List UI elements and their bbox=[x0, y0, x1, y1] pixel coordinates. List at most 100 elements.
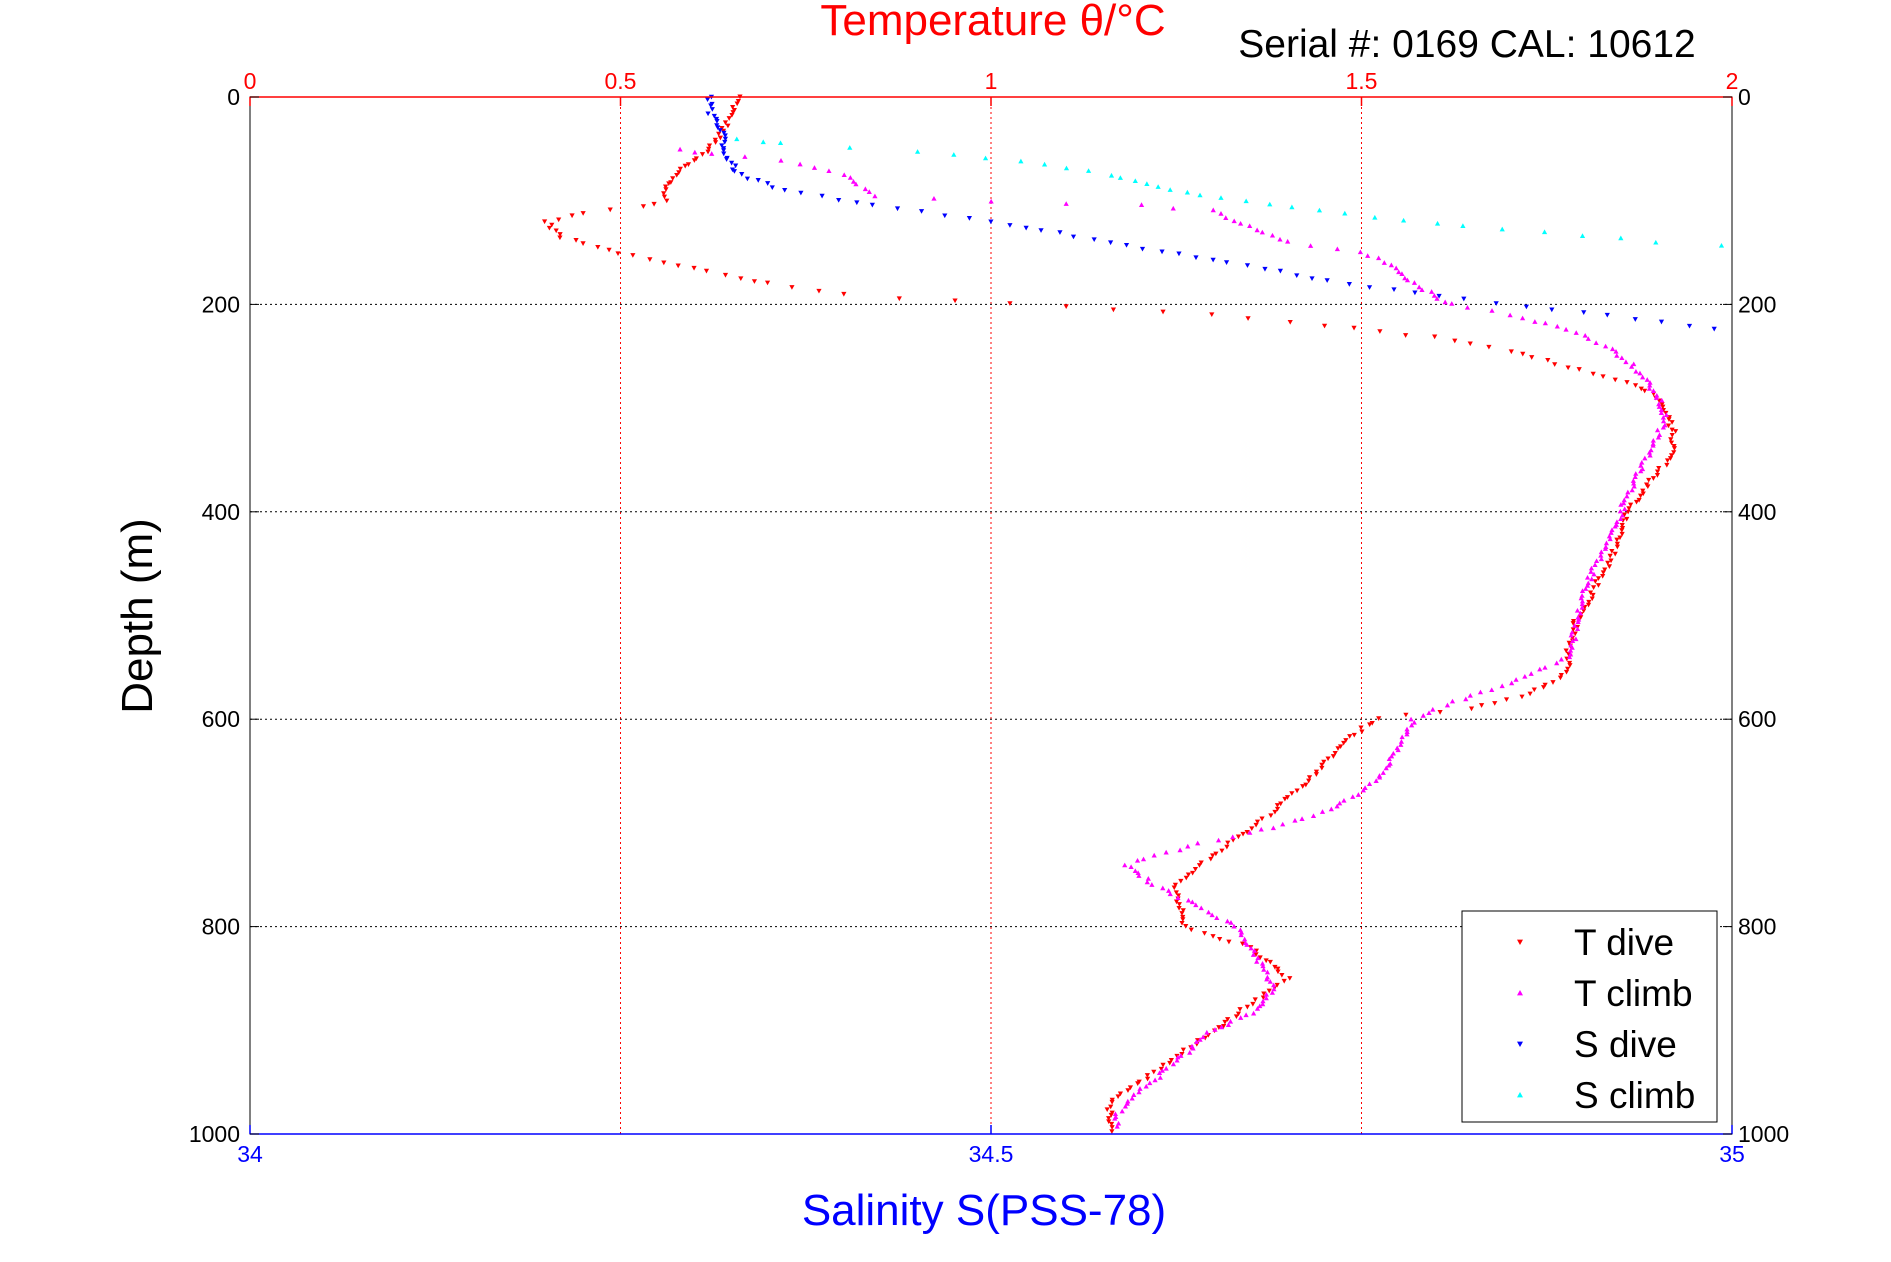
s-climb-point bbox=[1041, 161, 1048, 167]
t-dive-point bbox=[1609, 548, 1615, 554]
t-climb-point bbox=[1607, 536, 1613, 542]
t-dive-point bbox=[1319, 765, 1325, 771]
t-climb-point bbox=[1647, 452, 1653, 458]
t-climb-point bbox=[1617, 508, 1623, 514]
t-dive-point bbox=[1196, 863, 1203, 868]
t-dive-point bbox=[751, 279, 758, 284]
t-climb-point bbox=[1621, 500, 1627, 506]
t-dive-point bbox=[1590, 371, 1596, 377]
t-climb-point bbox=[1197, 1037, 1203, 1042]
t-climb-point bbox=[1299, 816, 1305, 821]
t-dive-point bbox=[1144, 1076, 1151, 1082]
t-climb-point bbox=[1647, 382, 1653, 388]
t-dive-point bbox=[1180, 908, 1186, 913]
t-climb-point bbox=[1277, 236, 1283, 242]
t-dive-point bbox=[738, 276, 744, 282]
s-dive-point bbox=[782, 188, 788, 193]
t-climb-point bbox=[1588, 569, 1594, 574]
t-climb-point bbox=[1658, 407, 1665, 412]
t-dive-point bbox=[1667, 456, 1674, 461]
legend-marker-s-climb bbox=[1517, 1092, 1523, 1098]
t-climb-point bbox=[1411, 719, 1417, 725]
t-climb-point bbox=[1631, 480, 1637, 486]
t-dive-point bbox=[1225, 840, 1231, 846]
t-climb-point bbox=[872, 193, 878, 199]
t-dive-point bbox=[1632, 383, 1639, 388]
s-dive-point bbox=[1159, 249, 1165, 255]
s-dive-point bbox=[1391, 287, 1397, 293]
t-climb-point bbox=[1167, 891, 1173, 897]
t-climb-point bbox=[1131, 1092, 1137, 1097]
t-climb-point bbox=[1655, 434, 1662, 440]
s-dive-point bbox=[1262, 266, 1268, 272]
t-climb-point bbox=[1588, 565, 1595, 571]
t-dive-point bbox=[1188, 927, 1194, 933]
t-dive-point bbox=[1266, 988, 1272, 994]
t-climb-point bbox=[1195, 840, 1201, 846]
t-climb-point bbox=[1646, 386, 1653, 391]
t-climb-point bbox=[1489, 308, 1495, 313]
t-dive-point bbox=[1640, 491, 1646, 497]
t-dive-point bbox=[1239, 941, 1246, 947]
t-climb-point bbox=[1393, 265, 1399, 271]
t-dive-point bbox=[1110, 307, 1117, 313]
t-climb-point bbox=[1238, 932, 1244, 938]
t-climb-point bbox=[1376, 255, 1382, 261]
t-dive-point bbox=[1633, 499, 1640, 505]
right-axis-tick-label: 1000 bbox=[1738, 1121, 1789, 1147]
t-climb-point bbox=[1624, 493, 1630, 499]
s-dive-point bbox=[1309, 276, 1315, 282]
s-climb-point bbox=[914, 149, 921, 154]
t-climb-point bbox=[1623, 359, 1629, 365]
s-climb-point bbox=[1243, 198, 1249, 204]
s-dive-point bbox=[1294, 273, 1300, 279]
t-climb-point bbox=[1568, 632, 1574, 638]
t-dive-point bbox=[1104, 1107, 1110, 1112]
t-climb-point bbox=[1143, 1083, 1149, 1089]
s-climb-point bbox=[1342, 210, 1348, 216]
left-axis-tick-label: 600 bbox=[202, 706, 240, 732]
t-climb-point bbox=[1579, 604, 1585, 610]
t-climb-point bbox=[1646, 449, 1653, 455]
t-climb-point bbox=[1310, 813, 1317, 819]
t-climb-point bbox=[1386, 762, 1392, 768]
t-dive-point bbox=[789, 285, 795, 290]
s-dive-point bbox=[723, 157, 730, 162]
s-climb-point bbox=[777, 140, 784, 146]
t-climb-point bbox=[1579, 588, 1586, 593]
t-dive-point bbox=[1660, 404, 1666, 410]
t-dive-point bbox=[1671, 450, 1677, 455]
t-dive-point bbox=[1109, 1125, 1115, 1130]
t-climb-point bbox=[1638, 468, 1644, 474]
t-climb-point bbox=[1642, 455, 1648, 461]
t-dive-point bbox=[1614, 541, 1620, 547]
t-climb-point bbox=[1175, 1054, 1181, 1060]
t-dive-point bbox=[664, 198, 670, 204]
t-climb-point bbox=[1228, 920, 1234, 925]
t-dive-point bbox=[661, 194, 668, 200]
t-dive-point bbox=[816, 288, 822, 294]
t-dive-point bbox=[1284, 795, 1291, 800]
t-climb-point bbox=[1271, 982, 1277, 988]
t-dive-point bbox=[1219, 848, 1225, 854]
t-dive-point bbox=[1640, 488, 1646, 494]
s-dive-point bbox=[721, 130, 727, 136]
t-dive-point bbox=[1135, 1081, 1141, 1086]
t-climb-point bbox=[1513, 677, 1519, 682]
t-climb-point bbox=[1175, 895, 1181, 900]
t-climb-point bbox=[1263, 991, 1270, 997]
t-climb-point bbox=[1334, 803, 1340, 809]
t-dive-point bbox=[1341, 740, 1347, 746]
t-climb-point bbox=[1420, 713, 1426, 718]
t-climb-point bbox=[1190, 1045, 1196, 1051]
s-dive-point bbox=[1549, 307, 1555, 313]
t-dive-point bbox=[1403, 333, 1409, 338]
t-dive-point bbox=[1590, 592, 1596, 598]
t-climb-point bbox=[1537, 666, 1543, 672]
t-dive-point bbox=[1637, 493, 1644, 499]
s-dive-point bbox=[1210, 257, 1216, 263]
t-dive-point bbox=[670, 176, 676, 181]
s-dive-point bbox=[1493, 301, 1499, 306]
t-climb-point bbox=[1411, 280, 1418, 285]
t-climb-point bbox=[1231, 218, 1237, 224]
